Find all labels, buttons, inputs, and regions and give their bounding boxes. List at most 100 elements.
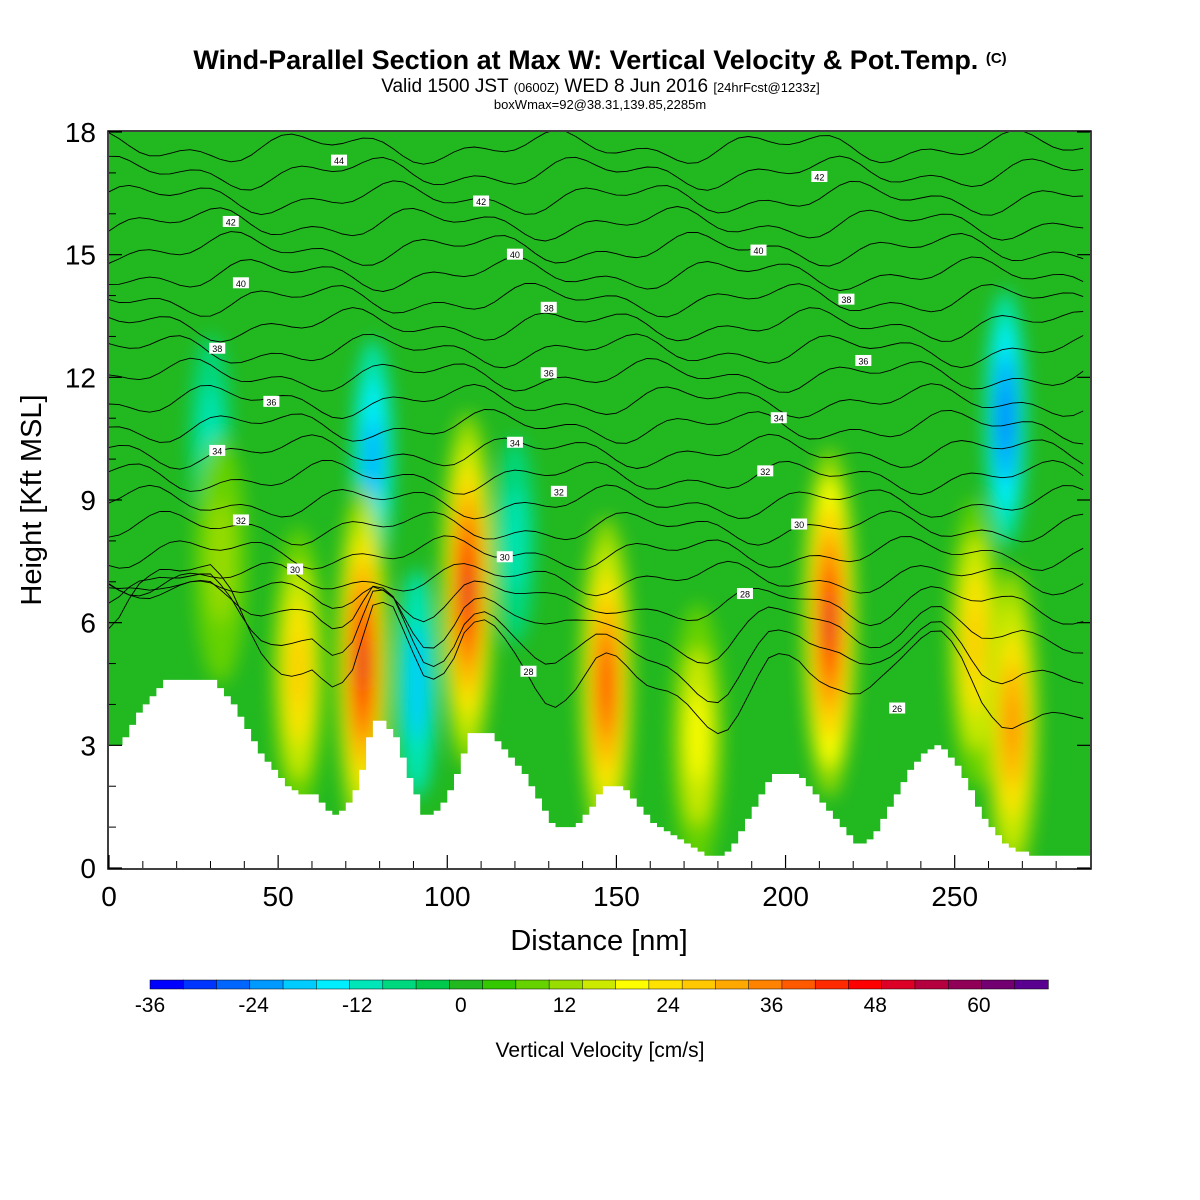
colorbar-swatch xyxy=(149,979,184,990)
chart-title-text: Wind-Parallel Section at Max W: Vertical… xyxy=(193,45,979,75)
svg-text:30: 30 xyxy=(290,565,300,575)
svg-text:36: 36 xyxy=(544,369,554,379)
colorbar-swatch xyxy=(881,979,916,990)
colorbar-swatch xyxy=(183,979,218,990)
x-tick-label: 50 xyxy=(263,881,294,912)
svg-text:26: 26 xyxy=(892,704,902,714)
updraft-core xyxy=(986,569,1039,868)
valid-date: WED 8 Jun 2016 xyxy=(564,76,709,97)
theta-contour-line xyxy=(109,573,1084,704)
colorbar-swatch xyxy=(715,979,750,990)
theta-contour-label: 40 xyxy=(506,248,523,260)
theta-contour-line xyxy=(109,357,1084,393)
svg-text:32: 32 xyxy=(236,516,246,526)
theta-contour-label: 36 xyxy=(540,367,557,379)
svg-text:38: 38 xyxy=(841,295,851,305)
theta-contour-label: 34 xyxy=(770,412,787,424)
svg-text:32: 32 xyxy=(554,487,564,497)
svg-text:42: 42 xyxy=(814,172,824,182)
theta-contour-line xyxy=(109,282,1084,318)
updraft-core xyxy=(272,527,325,817)
x-tick-label: 0 xyxy=(101,881,117,912)
colorbar-swatch xyxy=(415,979,450,990)
x-tick-label: 250 xyxy=(931,881,978,912)
svg-text:40: 40 xyxy=(236,279,246,289)
copyright-mark: (C) xyxy=(985,50,1007,67)
updraft-core xyxy=(671,603,724,868)
svg-text:30: 30 xyxy=(794,520,804,530)
colorbar-swatch xyxy=(914,979,949,990)
colorbar-tick-label: -12 xyxy=(342,994,372,1017)
svg-text:40: 40 xyxy=(753,246,763,256)
theta-contour-line xyxy=(109,535,1084,571)
updraft-core xyxy=(194,438,247,684)
theta-contour-line xyxy=(109,307,1084,343)
colorbar-swatch xyxy=(781,979,816,990)
colorbar-swatch xyxy=(947,979,983,990)
colorbar: -36 -24 -12 0 12 24 36 48 60 xyxy=(135,979,1049,1017)
svg-text:44: 44 xyxy=(334,156,344,166)
colorbar-tick-label: 48 xyxy=(864,994,887,1017)
theta-contour-label: 28 xyxy=(736,588,753,600)
theta-contour-line xyxy=(109,180,1084,216)
forecast-tag: [24hrFcst@1233z] xyxy=(713,80,820,95)
y-tick-label: 0 xyxy=(80,853,96,884)
colorbar-tick-label: 60 xyxy=(967,994,990,1017)
terrain-mask xyxy=(109,679,1090,868)
theta-contour-line xyxy=(109,155,1084,191)
svg-text:42: 42 xyxy=(476,197,486,207)
colorbar-swatch xyxy=(249,979,284,990)
chart-title: Wind-Parallel Section at Max W: Vertical… xyxy=(0,42,1200,77)
theta-contour-label: 30 xyxy=(791,518,808,530)
colorbar-swatch xyxy=(582,979,617,990)
downdraft-core xyxy=(494,437,535,645)
svg-text:38: 38 xyxy=(212,344,222,354)
theta-contour-line xyxy=(109,579,1084,664)
downdraft-core xyxy=(985,290,1026,547)
svg-text:38: 38 xyxy=(544,303,554,313)
colorbar-swatch xyxy=(548,979,584,990)
plot-frame xyxy=(107,130,1092,870)
theta-contour-label: 36 xyxy=(855,354,872,366)
theta-contour-label: 30 xyxy=(287,563,304,575)
theta-contour-label: 42 xyxy=(222,215,239,227)
theta-contour-label: 34 xyxy=(506,436,523,448)
colorbar-swatch xyxy=(648,979,683,990)
y-tick-label: 18 xyxy=(65,117,96,148)
theta-contour-line xyxy=(109,564,1084,735)
theta-contour-label: 32 xyxy=(232,514,249,526)
svg-text:34: 34 xyxy=(510,438,520,448)
theta-contour-labels: 44 42 40 38 36 34 32 30 42 40 38 36 34 32 30 28 42 40 38 36… xyxy=(209,154,906,714)
theta-contour-label: 36 xyxy=(263,395,280,407)
theta-contour-label: 38 xyxy=(540,301,557,313)
colorbar-swatch xyxy=(615,979,650,990)
terrain xyxy=(109,679,1090,868)
y-tick-label: 3 xyxy=(80,730,96,761)
theta-contour-line xyxy=(109,560,1084,597)
colorbar-swatch xyxy=(848,979,883,990)
theta-contour-label: 42 xyxy=(811,170,828,182)
svg-text:36: 36 xyxy=(858,356,868,366)
theta-contour-label: 44 xyxy=(331,154,348,166)
svg-text:42: 42 xyxy=(226,217,236,227)
svg-text:40: 40 xyxy=(510,250,520,260)
y-tick-label: 15 xyxy=(65,240,96,271)
x-tick-label: 150 xyxy=(593,881,640,912)
updraft-core xyxy=(803,448,856,798)
valid-utc: (0600Z) xyxy=(513,80,560,95)
svg-text:28: 28 xyxy=(740,590,750,600)
y-axis-label: Height [Kft MSL] xyxy=(16,394,48,605)
theta-contour-label: 28 xyxy=(520,665,537,677)
theta-contour-line xyxy=(109,580,1084,627)
colorbar-swatch xyxy=(316,979,351,990)
x-tick-label: 200 xyxy=(762,881,809,912)
svg-text:32: 32 xyxy=(760,467,770,477)
title-block: Wind-Parallel Section at Max W: Vertical… xyxy=(0,42,1200,112)
theta-contour-line xyxy=(109,433,1084,470)
colorbar-tick-label: 36 xyxy=(760,994,783,1017)
theta-contour-line xyxy=(109,231,1084,267)
vertical-velocity-field xyxy=(109,132,1090,868)
theta-contour-label: 40 xyxy=(232,277,249,289)
theta-contour-line xyxy=(109,132,1084,165)
